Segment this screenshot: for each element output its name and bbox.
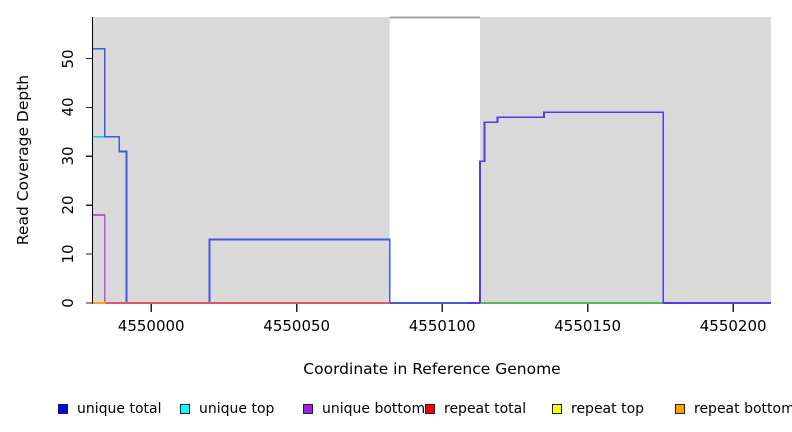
y-tick-label: 0 bbox=[59, 298, 77, 308]
x-axis-title: Coordinate in Reference Genome bbox=[303, 360, 561, 378]
region-coverage-gap-top-border bbox=[389, 16, 481, 19]
y-tick-label: 30 bbox=[59, 146, 77, 166]
legend-label: repeat bottom bbox=[694, 401, 792, 417]
repeat-bottom-swatch-icon bbox=[675, 404, 685, 414]
repeat-top-swatch-icon bbox=[552, 404, 562, 414]
legend-label: unique total bbox=[77, 401, 162, 417]
x-tick-label: 4550150 bbox=[554, 317, 622, 335]
series-unique-bottom-left bbox=[93, 214, 106, 303]
legend-label: unique bottom bbox=[322, 401, 426, 417]
legend-item-unique-total: unique total bbox=[58, 398, 161, 420]
legend-item-unique-bottom: unique bottom bbox=[303, 398, 425, 420]
legend-label: repeat top bbox=[571, 401, 645, 417]
legend-label: repeat total bbox=[444, 401, 527, 417]
region-covered-left bbox=[93, 17, 390, 304]
y-tick-label: 10 bbox=[59, 244, 77, 264]
legend-item-repeat-top: repeat top bbox=[552, 398, 644, 420]
unique-bottom-swatch-icon bbox=[303, 404, 313, 414]
x-tick-label: 4550200 bbox=[699, 317, 767, 335]
y-tick-label: 50 bbox=[59, 49, 77, 69]
region-coverage-gap bbox=[389, 17, 481, 304]
legend: unique total unique top unique bottom re… bbox=[0, 398, 792, 422]
y-axis-title: Read Coverage Depth bbox=[14, 74, 32, 246]
series-unique-total bbox=[93, 47, 469, 304]
legend-item-unique-top: unique top bbox=[180, 398, 274, 420]
legend-label: unique top bbox=[199, 401, 275, 417]
unique-top-swatch-icon bbox=[180, 404, 190, 414]
legend-item-repeat-total: repeat total bbox=[425, 398, 526, 420]
x-tick-label: 4550050 bbox=[263, 317, 331, 335]
legend-item-repeat-bottom: repeat bottom bbox=[675, 398, 792, 420]
series-unique-bottom-right bbox=[479, 111, 771, 304]
region-covered-right bbox=[480, 17, 771, 304]
y-tick-label: 40 bbox=[59, 97, 77, 117]
x-tick-label: 4550100 bbox=[408, 317, 476, 335]
x-tick-label: 4550000 bbox=[117, 317, 185, 335]
y-tick-label: 20 bbox=[59, 195, 77, 215]
unique-total-swatch-icon bbox=[58, 404, 68, 414]
repeat-total-swatch-icon bbox=[425, 404, 435, 414]
